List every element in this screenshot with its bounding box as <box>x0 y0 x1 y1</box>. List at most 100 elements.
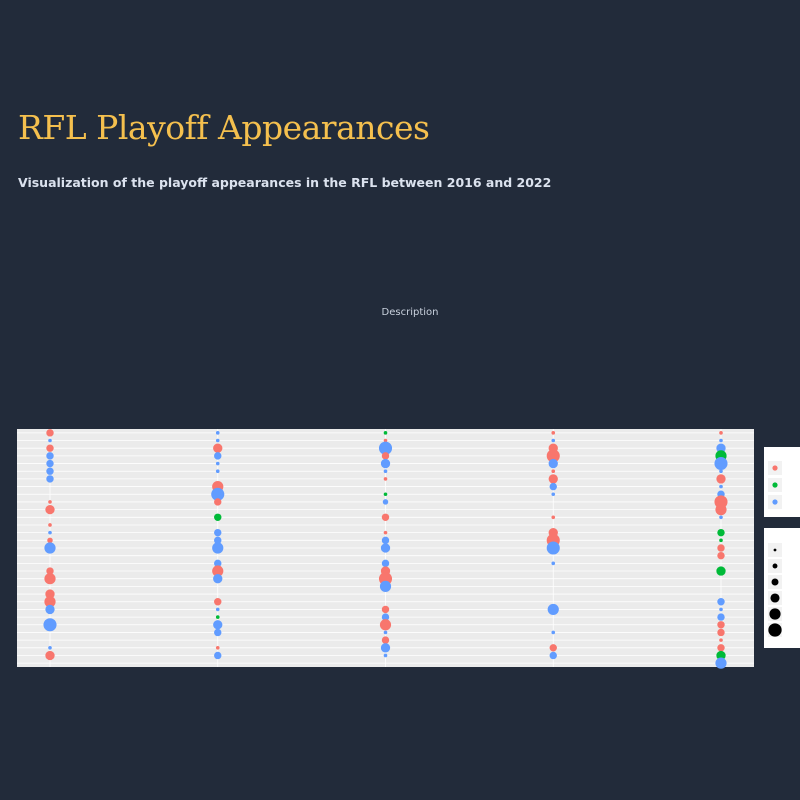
data-point <box>383 477 388 481</box>
data-point <box>551 630 556 635</box>
data-point <box>719 638 723 642</box>
data-point <box>214 651 222 660</box>
data-point <box>213 620 223 630</box>
data-point <box>46 467 54 475</box>
color-legend <box>764 447 800 517</box>
data-point <box>719 538 723 543</box>
data-point <box>44 573 56 585</box>
color-legend-dot <box>772 499 778 505</box>
page-title: RFL Playoff Appearances <box>18 108 430 147</box>
data-point <box>214 498 222 506</box>
data-point <box>546 541 560 555</box>
data-point <box>48 438 52 443</box>
data-point <box>214 452 222 460</box>
description-label: Description <box>381 307 439 318</box>
data-point <box>551 469 556 474</box>
data-point <box>716 650 726 661</box>
size-legend <box>764 528 800 648</box>
size-legend-dot <box>772 563 778 569</box>
data-point <box>45 589 55 599</box>
data-point <box>383 492 388 497</box>
data-point <box>381 536 390 545</box>
data-point <box>383 469 388 474</box>
size-legend-dot <box>769 608 781 620</box>
data-point <box>551 561 556 566</box>
data-point <box>214 513 222 521</box>
data-point <box>214 536 222 545</box>
data-point <box>214 598 222 606</box>
data-point <box>719 431 723 435</box>
data-point <box>548 458 558 469</box>
data-point <box>381 636 390 644</box>
data-point <box>717 644 725 652</box>
data-point <box>381 452 390 460</box>
data-point <box>215 461 220 466</box>
data-point <box>549 651 557 660</box>
data-point <box>46 452 54 460</box>
data-point <box>719 484 723 489</box>
data-point <box>383 653 388 658</box>
data-point <box>382 499 389 505</box>
data-point <box>43 618 57 632</box>
data-point <box>717 544 725 552</box>
data-point <box>379 619 392 631</box>
data-point <box>45 650 55 661</box>
data-point <box>719 515 723 520</box>
color-legend-dot <box>772 482 778 488</box>
data-point <box>380 643 391 653</box>
size-legend-dot <box>768 623 782 637</box>
data-point <box>549 482 557 491</box>
data-point <box>717 528 725 537</box>
data-point <box>46 444 54 452</box>
data-point <box>48 523 52 527</box>
page-subtitle: Visualization of the playoff appearances… <box>18 175 552 190</box>
data-point <box>45 604 55 615</box>
data-point <box>716 566 726 576</box>
data-point <box>47 537 53 544</box>
data-point <box>214 559 222 568</box>
data-point <box>378 441 393 455</box>
data-point <box>715 504 727 516</box>
data-point <box>215 438 220 443</box>
data-point <box>46 429 54 437</box>
data-point <box>215 646 220 650</box>
playoff-chart <box>17 429 800 669</box>
data-point <box>716 443 726 453</box>
data-point <box>551 438 556 443</box>
data-point <box>548 474 558 484</box>
data-point <box>717 551 725 560</box>
size-legend-dot <box>770 593 780 603</box>
data-point <box>551 492 556 497</box>
data-point <box>46 475 54 483</box>
data-point <box>212 565 224 577</box>
data-point <box>215 607 220 612</box>
data-point <box>714 456 728 471</box>
data-point <box>383 431 388 435</box>
data-point <box>717 613 725 621</box>
data-point <box>48 500 52 504</box>
data-point <box>381 559 390 568</box>
data-point <box>383 630 388 635</box>
data-point <box>211 487 225 501</box>
size-legend-dot <box>773 548 777 552</box>
data-point <box>44 542 56 554</box>
data-point <box>380 543 391 553</box>
data-point <box>551 431 556 435</box>
data-point <box>44 596 56 608</box>
color-legend-dot <box>772 465 778 471</box>
data-point <box>48 530 52 535</box>
data-point <box>716 474 726 484</box>
data-point <box>719 438 723 443</box>
data-point <box>379 580 392 592</box>
data-points <box>43 429 728 669</box>
data-point <box>46 567 54 575</box>
data-point <box>45 504 55 515</box>
data-point <box>551 515 556 520</box>
data-point <box>717 628 725 637</box>
data-point <box>546 449 560 463</box>
data-point <box>213 574 223 584</box>
data-point <box>212 542 224 554</box>
data-point <box>383 438 388 443</box>
data-point <box>214 528 222 537</box>
data-point <box>549 644 557 652</box>
